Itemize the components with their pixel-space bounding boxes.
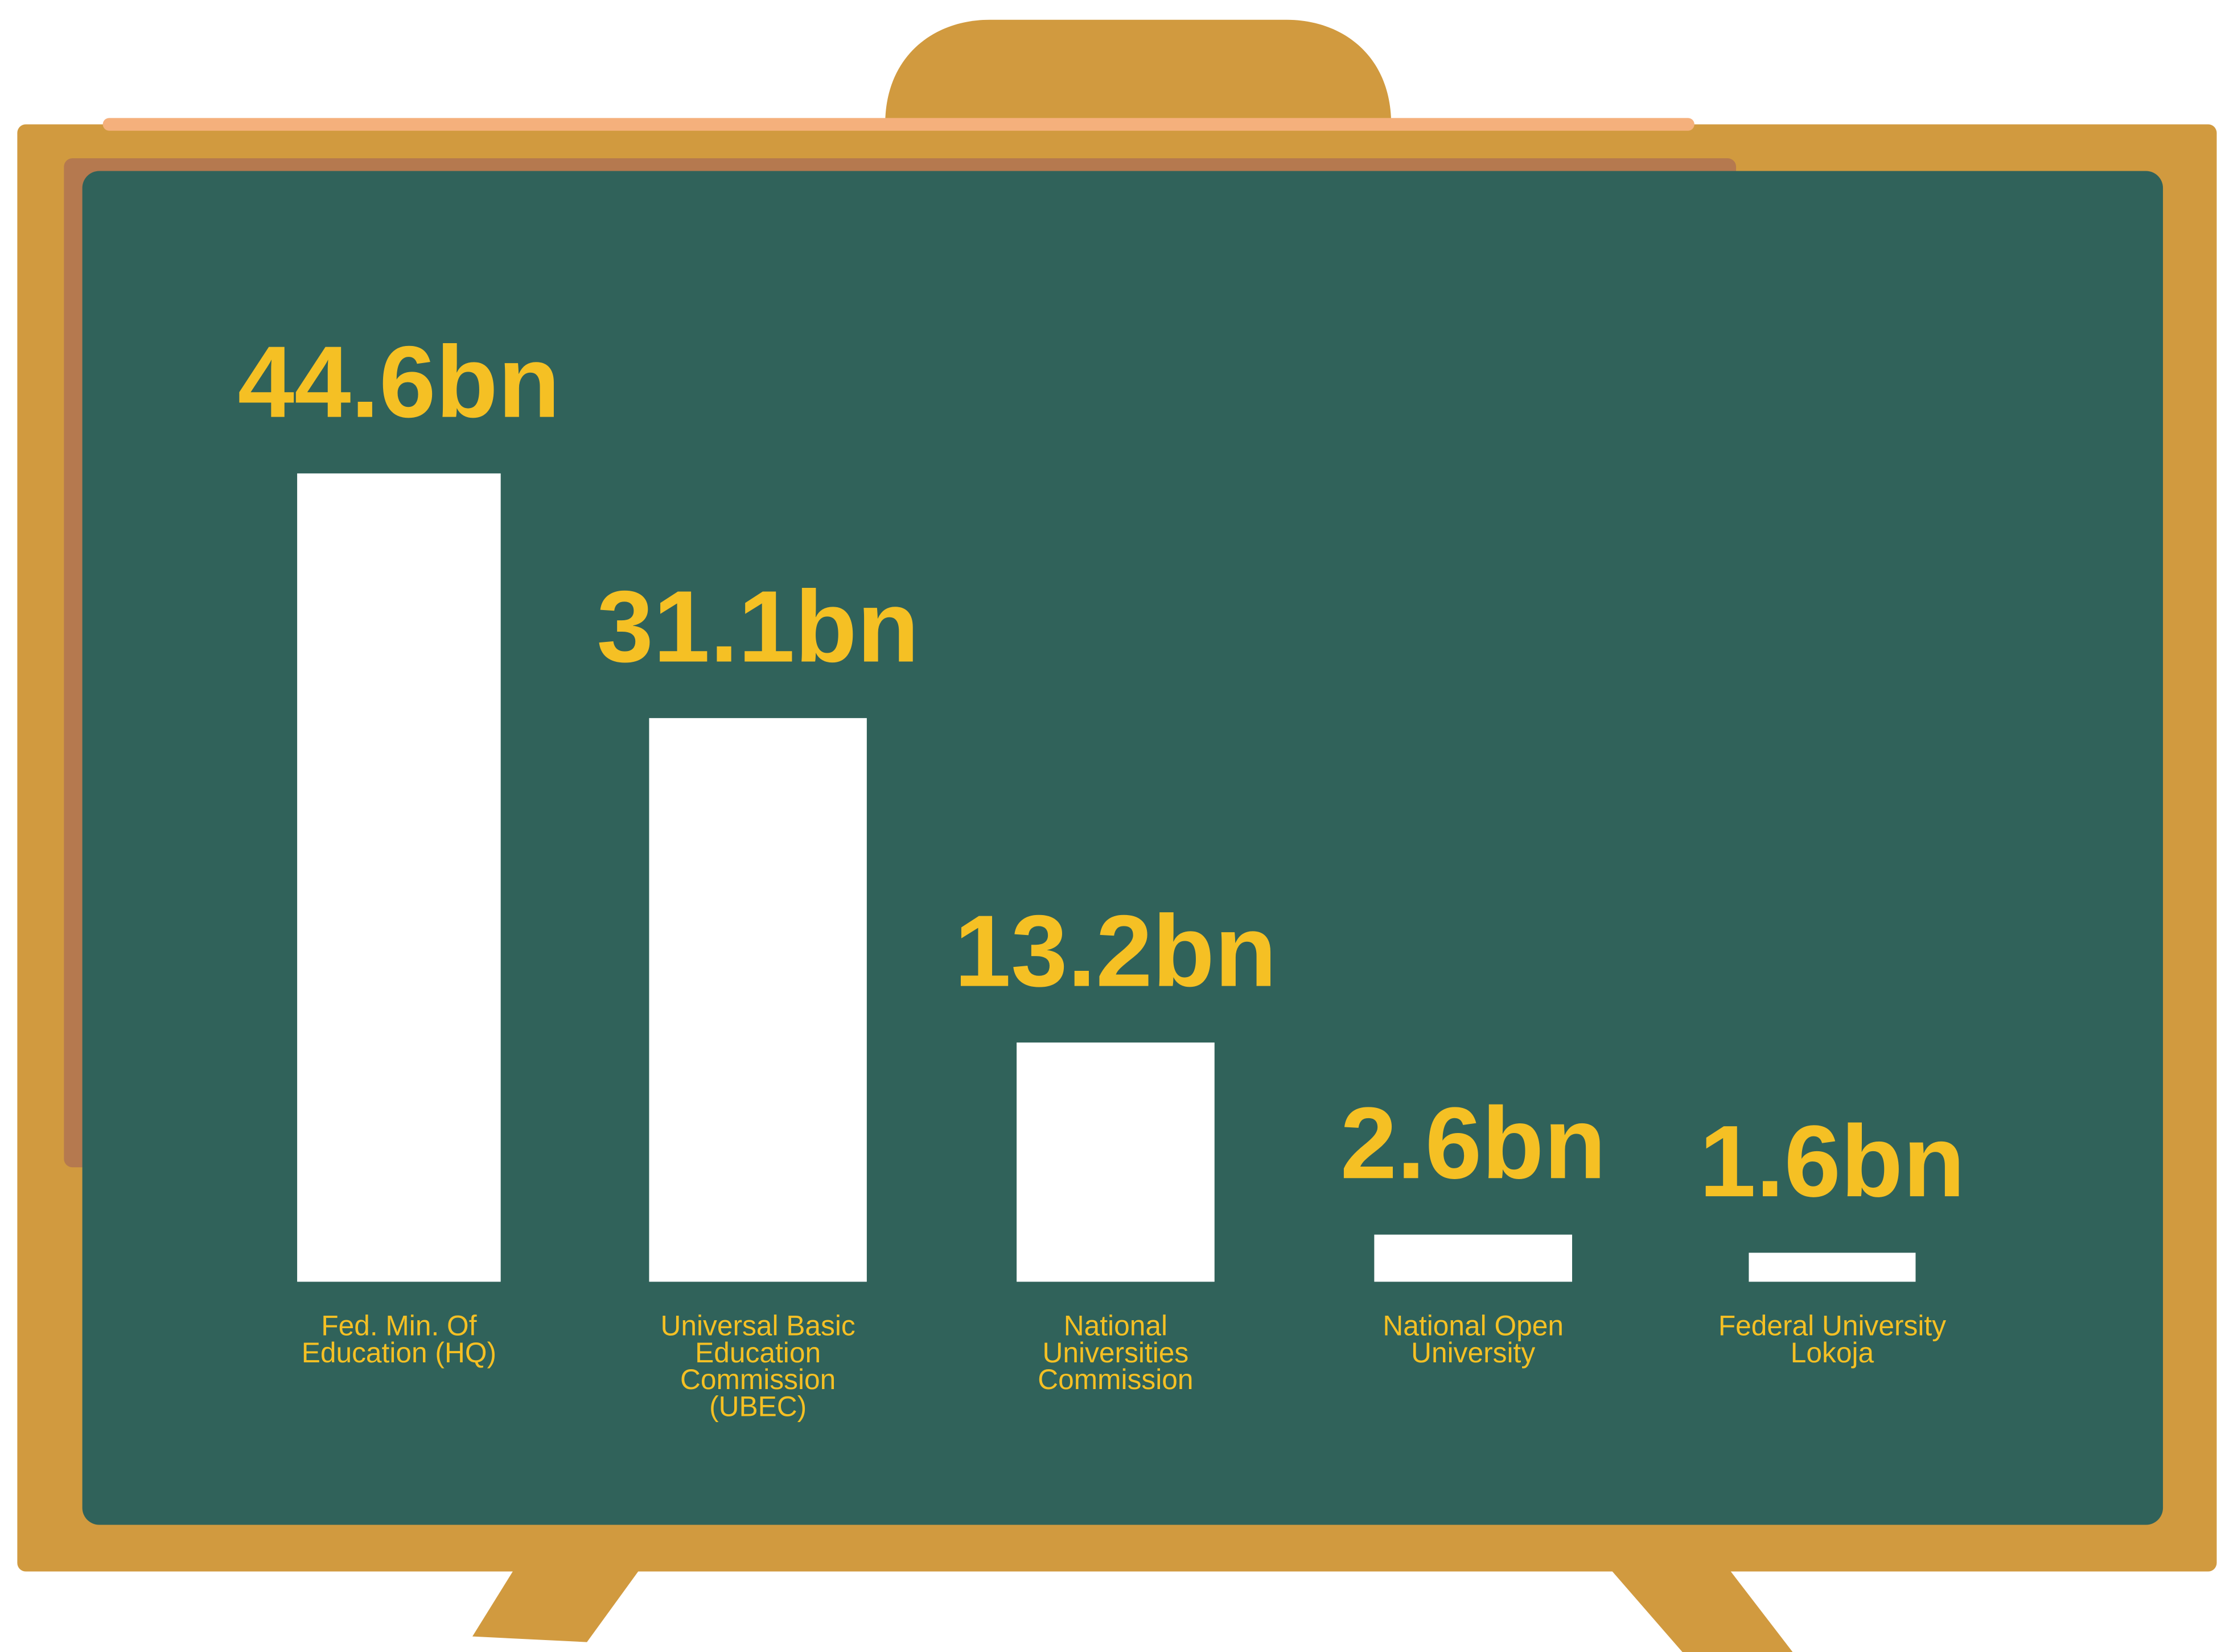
x-tick-label: Fed. Min. Of Education (HQ) bbox=[301, 1314, 497, 1370]
x-tick-label: Federal University Lokoja bbox=[1718, 1314, 1947, 1370]
bar bbox=[1749, 1253, 1916, 1282]
value-label: 2.6bn bbox=[1340, 1086, 1606, 1200]
x-tick-label-box: Federal University Lokoja bbox=[1718, 1314, 1947, 1370]
x-tick-label-box: National Open University bbox=[1383, 1314, 1564, 1370]
plot: 44.6bn Fed. Min. Of Education (HQ) 31.1bn U… bbox=[238, 325, 1965, 1423]
bar bbox=[649, 718, 867, 1282]
board-handle bbox=[885, 19, 1392, 125]
x-tick-label-box: National Universities Commission bbox=[1038, 1314, 1194, 1396]
bar bbox=[1374, 1234, 1573, 1282]
board-leg bbox=[1597, 1554, 1793, 1652]
bar bbox=[297, 473, 501, 1282]
value-label: 13.2bn bbox=[955, 894, 1277, 1008]
x-tick-label: National Universities Commission bbox=[1038, 1314, 1194, 1396]
value-label: 44.6bn bbox=[238, 325, 560, 439]
x-tick-label: National Open University bbox=[1383, 1314, 1564, 1370]
value-label: 1.6bn bbox=[1699, 1104, 1965, 1218]
x-tick-label-box: Universal Basic Education Commission (UB… bbox=[660, 1314, 855, 1423]
x-tick-label: Universal Basic Education Commission (UB… bbox=[660, 1314, 855, 1423]
value-label: 31.1bn bbox=[597, 570, 919, 683]
x-tick-label-box: Fed. Min. Of Education (HQ) bbox=[301, 1314, 497, 1370]
board-leg bbox=[472, 1554, 651, 1642]
bar bbox=[1017, 1042, 1215, 1282]
board bbox=[82, 171, 2163, 1525]
